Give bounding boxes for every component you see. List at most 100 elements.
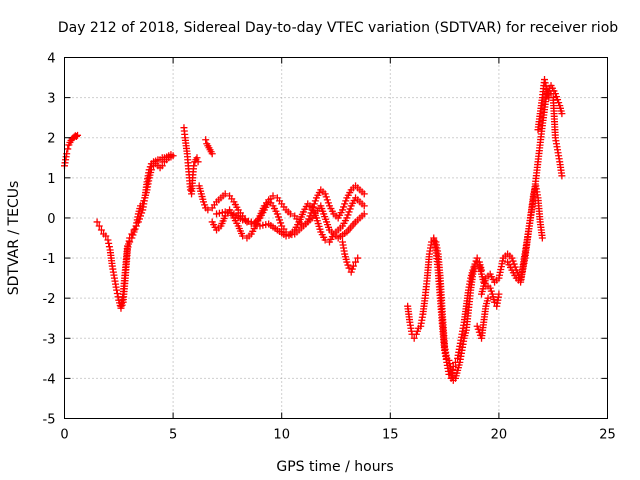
- data-point: [139, 200, 147, 208]
- data-point: [208, 150, 216, 158]
- x-tick-label: 20: [491, 428, 508, 443]
- data-point: [286, 210, 294, 218]
- data-point: [495, 290, 503, 298]
- data-point: [541, 76, 549, 84]
- chart-title: Day 212 of 2018, Sidereal Day-to-day VTE…: [58, 20, 618, 36]
- data-point: [344, 211, 352, 219]
- data-point: [324, 199, 332, 207]
- data-point: [194, 158, 202, 166]
- data-point: [311, 197, 319, 205]
- data-point: [472, 257, 480, 265]
- data-point: [413, 327, 421, 335]
- data-point: [97, 226, 105, 234]
- data-point: [200, 198, 208, 206]
- y-tick-label: -1: [43, 252, 56, 267]
- data-point: [484, 294, 492, 302]
- y-tick-label: -4: [43, 372, 56, 387]
- data-point: [410, 334, 418, 342]
- data-point: [343, 258, 351, 266]
- data-point: [158, 162, 166, 170]
- data-point: [64, 145, 72, 153]
- x-tick-label: 15: [382, 428, 399, 443]
- data-point: [345, 208, 353, 216]
- data-point: [193, 154, 201, 162]
- x-tick-label: 5: [169, 428, 177, 443]
- y-tick-labels: -5 -4 -3 -2 -1 0 1 2 3 4: [43, 52, 56, 428]
- data-point: [343, 214, 351, 222]
- data-point: [449, 362, 457, 370]
- data-point: [113, 286, 121, 294]
- data-point: [72, 133, 80, 141]
- y-tick-label: 0: [47, 212, 55, 227]
- data-point: [126, 238, 134, 246]
- data-point: [130, 228, 138, 236]
- data-point: [340, 203, 348, 211]
- data-point: [558, 110, 566, 118]
- data-point: [323, 196, 331, 204]
- data-point: [147, 166, 155, 174]
- data-point: [305, 215, 313, 223]
- data-point: [473, 322, 481, 330]
- data-point: [129, 231, 137, 239]
- grid-lines: [64, 57, 608, 419]
- data-point: [344, 261, 352, 269]
- data-point: [469, 266, 477, 274]
- data-point: [74, 131, 82, 139]
- data-point: [104, 236, 112, 244]
- y-tick-label: 2: [47, 132, 55, 147]
- data-point: [276, 216, 284, 224]
- y-tick-label: 3: [47, 92, 55, 107]
- data-points: [61, 76, 566, 384]
- data-point: [221, 190, 229, 198]
- data-point: [360, 202, 368, 210]
- data-point: [102, 232, 110, 240]
- y-tick-label: -3: [43, 332, 56, 347]
- data-point: [128, 234, 136, 242]
- data-point: [105, 243, 113, 251]
- data-point: [360, 210, 368, 218]
- data-point: [474, 325, 482, 333]
- data-point: [341, 200, 349, 208]
- data-point: [451, 358, 459, 366]
- data-point: [204, 206, 212, 214]
- data-point: [190, 162, 198, 170]
- data-point: [508, 254, 516, 262]
- y-tick-label: 4: [47, 52, 55, 67]
- data-point: [274, 213, 282, 221]
- data-point: [542, 82, 550, 90]
- data-point: [273, 210, 281, 218]
- data-point: [95, 222, 103, 230]
- data-point: [140, 197, 148, 205]
- data-point: [412, 330, 420, 338]
- data-point: [201, 201, 209, 209]
- y-axis-label: SDTVAR / TECUs: [6, 181, 22, 296]
- data-point: [347, 268, 355, 276]
- data-point: [339, 206, 347, 214]
- data-point: [558, 172, 566, 180]
- data-point: [360, 190, 368, 198]
- data-point: [471, 260, 479, 268]
- axis-ticks: [64, 57, 608, 419]
- data-point: [131, 225, 139, 233]
- data-point: [478, 266, 486, 274]
- plot-frame: [64, 57, 608, 419]
- data-point: [352, 258, 360, 266]
- data-point: [348, 265, 356, 273]
- data-point: [473, 254, 481, 262]
- x-tick-labels: 0 5 10 15 20 25: [60, 428, 615, 443]
- data-point: [269, 192, 277, 200]
- data-point: [509, 257, 517, 265]
- data-point: [541, 79, 549, 87]
- x-axis-label: GPS time / hours: [276, 459, 393, 475]
- data-point: [321, 190, 329, 198]
- data-point: [310, 200, 318, 208]
- x-tick-label: 0: [60, 428, 68, 443]
- data-point: [510, 260, 518, 268]
- data-point: [554, 96, 562, 104]
- data-point: [487, 287, 495, 295]
- data-point: [538, 234, 546, 242]
- data-point: [342, 197, 350, 205]
- data-point: [547, 90, 555, 98]
- data-point: [105, 239, 113, 247]
